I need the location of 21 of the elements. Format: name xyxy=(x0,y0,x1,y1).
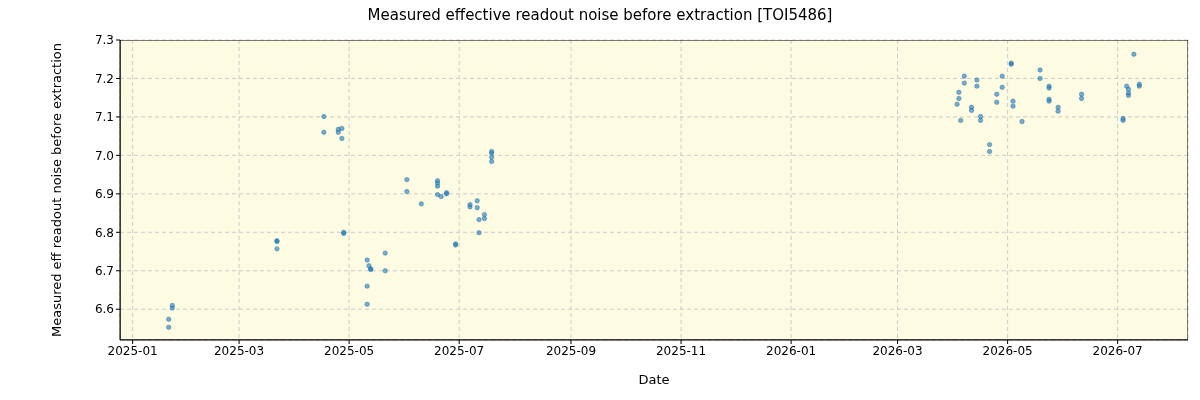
y-tick-label: 7.0 xyxy=(94,148,114,163)
x-tick-label: 2025-11 xyxy=(655,343,707,358)
x-tick-label: 2026-05 xyxy=(982,343,1033,358)
x-tick-label: 2026-03 xyxy=(872,343,923,358)
x-tick-label: 2026-07 xyxy=(1092,343,1143,358)
y-tick-label: 6.8 xyxy=(94,225,114,240)
y-tick-label: 7.3 xyxy=(94,33,114,48)
y-tick-label: 6.9 xyxy=(94,187,114,202)
x-tick-label: 2025-05 xyxy=(324,343,375,358)
y-tick-label: 7.2 xyxy=(94,71,114,86)
x-tick-label: 2025-07 xyxy=(434,343,485,358)
x-tick-label: 2025-09 xyxy=(545,343,597,358)
x-tick-label: 2026-01 xyxy=(766,343,817,358)
y-tick-label: 7.1 xyxy=(94,110,114,125)
chart-title: Measured effective readout noise before extraction [TOI5486] xyxy=(366,6,834,24)
y-axis-title: Measured eff readout noise before extraction xyxy=(48,42,64,338)
x-axis-title: Date xyxy=(638,372,670,387)
y-tick-label: 6.6 xyxy=(94,302,114,317)
x-tick-label: 2025-01 xyxy=(107,343,158,358)
y-tick-label: 6.7 xyxy=(94,264,114,279)
x-tick-label: 2025-03 xyxy=(214,343,265,358)
